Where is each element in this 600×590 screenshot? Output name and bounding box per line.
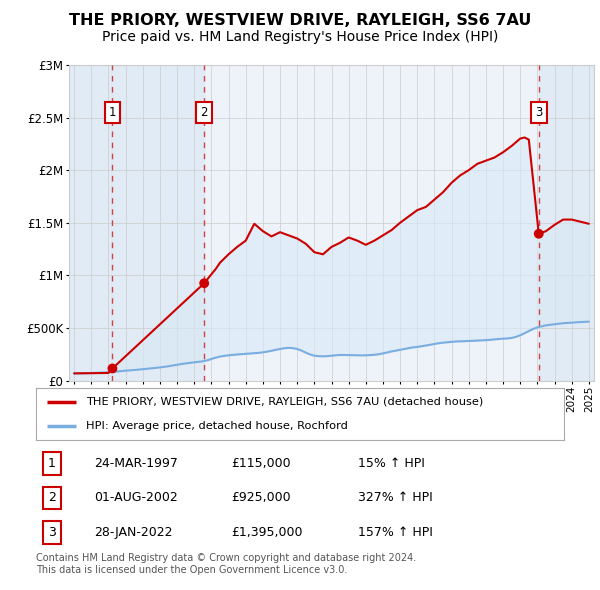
Text: 2: 2 [200,106,208,119]
Text: Price paid vs. HM Land Registry's House Price Index (HPI): Price paid vs. HM Land Registry's House … [102,30,498,44]
Text: £1,395,000: £1,395,000 [232,526,303,539]
Text: £115,000: £115,000 [232,457,291,470]
Bar [112,65,204,381]
Text: 327% ↑ HPI: 327% ↑ HPI [358,491,433,504]
Text: THE PRIORY, WESTVIEW DRIVE, RAYLEIGH, SS6 7AU (detached house): THE PRIORY, WESTVIEW DRIVE, RAYLEIGH, SS… [86,396,484,407]
Text: HPI: Average price, detached house, Rochford: HPI: Average price, detached house, Roch… [86,421,348,431]
Text: 28-JAN-2022: 28-JAN-2022 [94,526,173,539]
Text: 1: 1 [109,106,116,119]
Text: 1: 1 [48,457,56,470]
Text: 3: 3 [535,106,542,119]
Text: 3: 3 [48,526,56,539]
Text: 2: 2 [48,491,56,504]
Point [199,278,209,288]
Point [534,229,544,238]
Text: THE PRIORY, WESTVIEW DRIVE, RAYLEIGH, SS6 7AU: THE PRIORY, WESTVIEW DRIVE, RAYLEIGH, SS… [69,13,531,28]
Point [107,363,117,373]
Text: 15% ↑ HPI: 15% ↑ HPI [358,457,425,470]
Text: Contains HM Land Registry data © Crown copyright and database right 2024.
This d: Contains HM Land Registry data © Crown c… [36,553,416,575]
Text: £925,000: £925,000 [232,491,291,504]
Text: 157% ↑ HPI: 157% ↑ HPI [358,526,433,539]
Text: 24-MAR-1997: 24-MAR-1997 [94,457,178,470]
Text: 01-AUG-2002: 01-AUG-2002 [94,491,178,504]
Bar [539,65,594,381]
Bar [69,65,112,381]
